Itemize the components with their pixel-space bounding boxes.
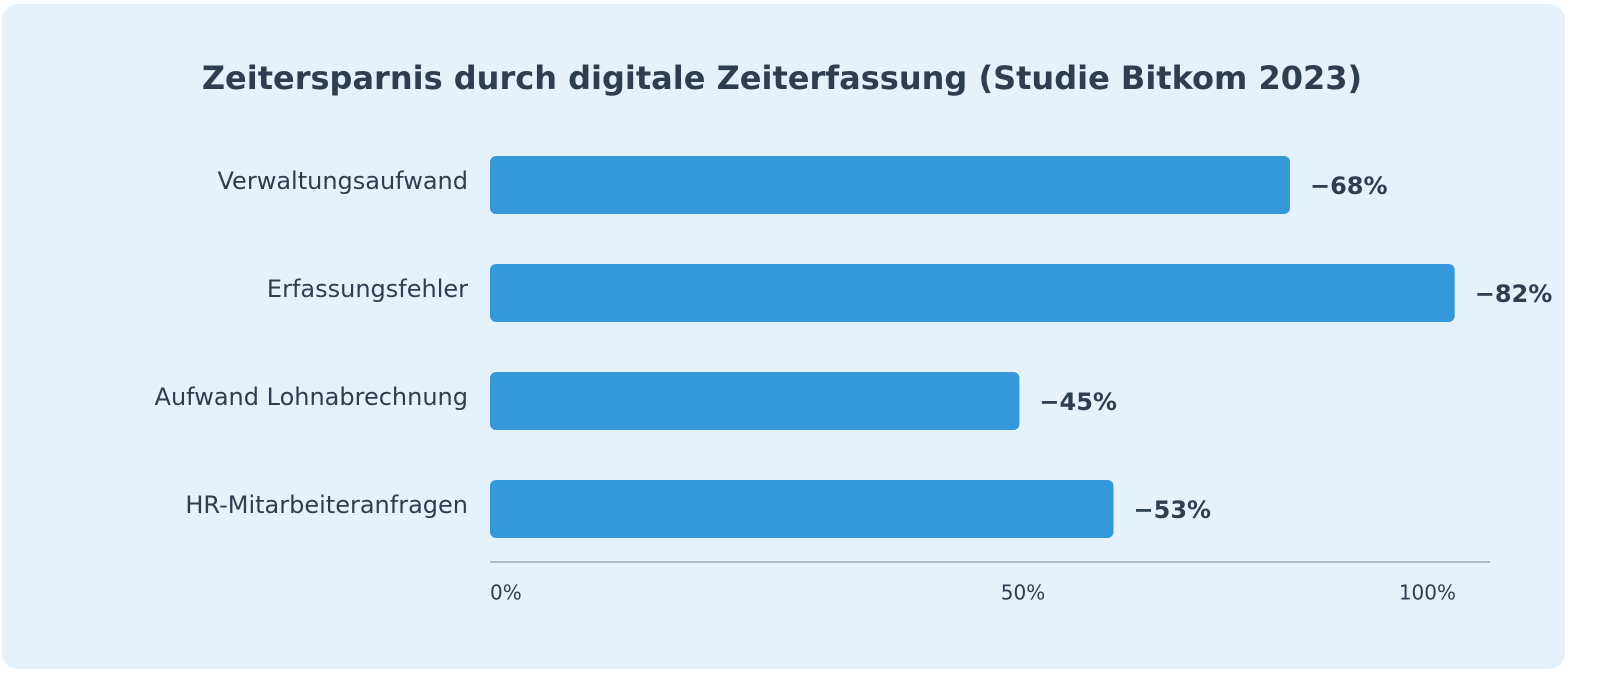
chart-title: Zeitersparnis durch digitale Zeiterfassu… xyxy=(202,59,1362,97)
bar xyxy=(490,264,1455,322)
value-label: −68% xyxy=(1310,172,1388,200)
card xyxy=(2,4,1565,669)
category-label: Aufwand Lohnabrechnung xyxy=(155,383,468,411)
axis-label: 0% xyxy=(490,581,522,605)
category-label: Verwaltungsaufwand xyxy=(218,167,469,195)
bar xyxy=(490,156,1290,214)
value-label: −45% xyxy=(1039,388,1117,416)
axis-label: 100% xyxy=(1399,581,1456,605)
category-label: HR-Mitarbeiteranfragen xyxy=(185,491,468,519)
bar xyxy=(490,480,1114,538)
value-label: −82% xyxy=(1475,280,1553,308)
bar xyxy=(490,372,1020,430)
category-label: Erfassungsfehler xyxy=(267,275,468,303)
value-label: −53% xyxy=(1134,496,1212,524)
axis-label: 50% xyxy=(1001,581,1045,605)
